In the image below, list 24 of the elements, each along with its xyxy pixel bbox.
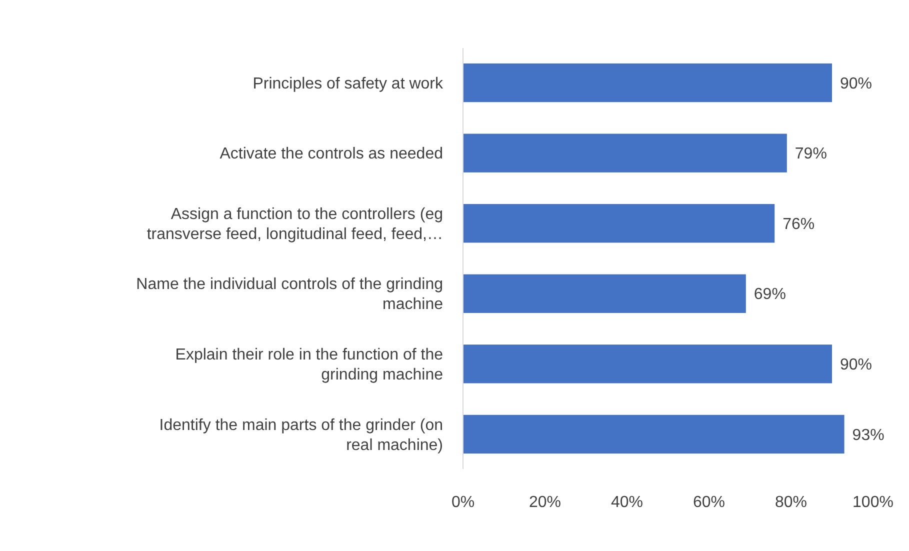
x-tick-label: 60% xyxy=(692,494,726,511)
y-tick-label: Activate the controls as needed xyxy=(220,146,443,163)
bar xyxy=(463,414,844,454)
data-label: 79% xyxy=(794,146,827,163)
bar xyxy=(463,134,787,172)
data-label: 69% xyxy=(754,286,786,304)
data-label: 76% xyxy=(782,216,815,233)
x-tick-label: 20% xyxy=(528,494,562,511)
x-tick-label: 80% xyxy=(774,494,808,511)
data-label: 93% xyxy=(852,426,884,444)
y-tick-label: Explain their role in the function of the grinding machine xyxy=(175,346,444,384)
y-tick-label: Principles of safety at work xyxy=(252,75,444,92)
y-tick-label: Name the individual controls of the grinding machine xyxy=(136,276,444,314)
bar xyxy=(463,344,832,384)
bar xyxy=(463,204,775,243)
data-label: 90% xyxy=(840,75,872,92)
x-tick-label: 0% xyxy=(451,494,475,511)
y-tick-label: Assign a function to the controllers (eg transverse feed, longitudinal feed, feed,… xyxy=(146,206,443,243)
x-tick-label: 40% xyxy=(610,494,644,511)
bar xyxy=(463,274,746,313)
bar xyxy=(463,63,832,102)
y-tick-label: Identify the main parts of the grinder (on real machine) xyxy=(159,416,443,454)
x-tick-label: 100% xyxy=(852,494,894,511)
data-label: 90% xyxy=(840,356,872,374)
